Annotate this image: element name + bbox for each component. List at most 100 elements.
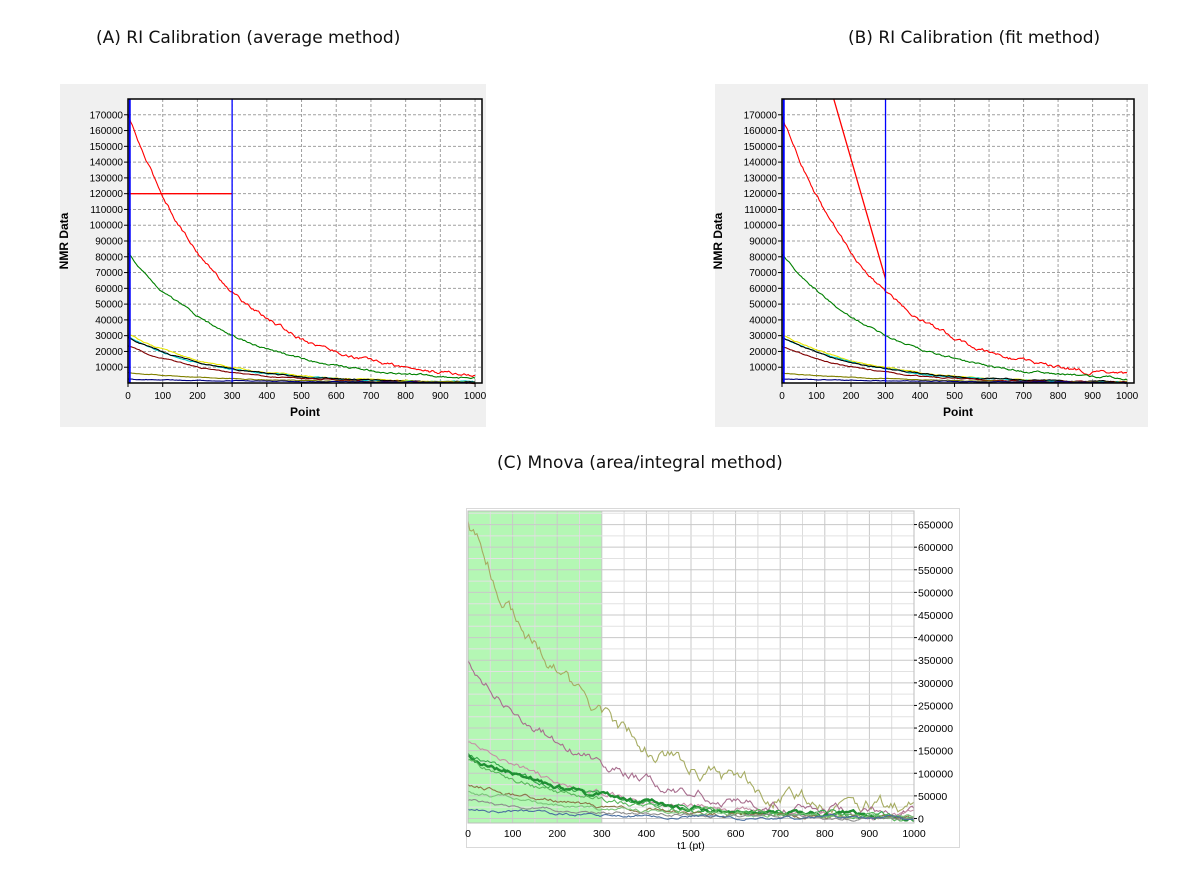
- y-tick-label: 300000: [918, 678, 953, 690]
- y-tick-label: 110000: [744, 205, 777, 216]
- y-tick-label: 120000: [744, 189, 778, 200]
- x-tick-label: 200: [548, 828, 566, 840]
- x-tick-label: 900: [432, 391, 449, 402]
- series-line-olive: [467, 520, 915, 815]
- y-tick-label: 650000: [918, 520, 953, 532]
- x-tick-label: 700: [1015, 391, 1032, 402]
- x-tick-label: 600: [981, 391, 998, 402]
- x-axis-label: Point: [290, 405, 320, 419]
- y-tick-label: 150000: [918, 746, 953, 758]
- y-tick-label: 400000: [918, 633, 953, 645]
- x-tick-label: 700: [363, 391, 380, 402]
- y-tick-label: 40000: [749, 315, 777, 326]
- x-tick-label: 0: [779, 391, 785, 402]
- x-tick-label: 700: [771, 828, 789, 840]
- y-tick-label: 150000: [90, 142, 124, 153]
- x-tick-label: 1000: [1116, 391, 1139, 402]
- y-tick-label: 20000: [95, 347, 123, 358]
- panel-b-title: (B) RI Calibration (fit method): [848, 28, 1101, 48]
- series-line-gray: [467, 798, 915, 822]
- x-tick-label: 500: [682, 828, 700, 840]
- x-tick-label: 300: [593, 828, 611, 840]
- x-tick-label: 500: [946, 391, 963, 402]
- series-line-red: [127, 114, 476, 378]
- x-tick-label: 200: [843, 391, 860, 402]
- y-tick-label: 10000: [749, 363, 777, 374]
- series-line-darkred: [127, 345, 476, 385]
- x-axis-label: Point: [943, 405, 973, 419]
- x-tick-label: 800: [397, 391, 414, 402]
- x-tick-label: 300: [224, 391, 241, 402]
- x-tick-label: 300: [877, 391, 894, 402]
- series-line-green3: [467, 759, 915, 822]
- fit-line: [833, 98, 887, 280]
- y-tick-label: 70000: [749, 268, 777, 279]
- y-tick-label: 0: [918, 813, 924, 825]
- y-tick-label: 140000: [90, 158, 124, 169]
- x-tick-label: 800: [1050, 391, 1067, 402]
- y-tick-label: 600000: [918, 542, 953, 554]
- y-tick-label: 80000: [749, 252, 777, 263]
- y-tick-label: 250000: [918, 700, 953, 712]
- y-tick-label: 90000: [749, 237, 777, 248]
- y-tick-label: 130000: [744, 173, 778, 184]
- y-tick-label: 550000: [918, 565, 953, 577]
- y-tick-label: 110000: [90, 205, 123, 216]
- y-tick-label: 160000: [90, 126, 124, 137]
- x-tick-label: 400: [912, 391, 929, 402]
- y-tick-label: 60000: [95, 284, 123, 295]
- y-tick-label: 60000: [749, 284, 777, 295]
- y-tick-label: 140000: [744, 158, 778, 169]
- y-tick-label: 200000: [918, 723, 953, 735]
- series-line-green: [781, 253, 1128, 381]
- x-tick-label: 400: [258, 391, 275, 402]
- x-axis-label: t1 (pt): [677, 840, 704, 852]
- y-tick-label: 90000: [95, 237, 123, 248]
- y-tick-label: 10000: [95, 363, 123, 374]
- panel-c-title: (C) Mnova (area/integral method): [497, 453, 783, 473]
- y-tick-label: 170000: [744, 110, 778, 121]
- x-tick-label: 400: [638, 828, 656, 840]
- y-axis-label: NMR Data: [57, 212, 71, 269]
- chart-c: 0 100 200 300 400 500 600 700 800 900 1000 0 50000 10…: [465, 510, 953, 852]
- y-tick-label: 100000: [918, 768, 953, 780]
- y-tick-label: 130000: [90, 173, 124, 184]
- y-tick-label: 170000: [90, 110, 124, 121]
- x-tick-label: 900: [1084, 391, 1101, 402]
- y-tick-label: 450000: [918, 610, 953, 622]
- y-tick-label: 100000: [744, 221, 778, 232]
- plot-border: [467, 510, 915, 824]
- y-tick-label: 350000: [918, 655, 953, 667]
- x-tick-label: 100: [154, 391, 171, 402]
- x-tick-label: 1000: [902, 828, 926, 840]
- x-tick-label: 0: [125, 391, 131, 402]
- series-line-navy: [127, 378, 476, 384]
- series-line-green2: [467, 754, 915, 822]
- y-tick-label: 150000: [744, 142, 778, 153]
- panel-a-title: (A) RI Calibration (average method): [96, 28, 401, 48]
- y-tick-label: 50000: [95, 300, 123, 311]
- x-tick-label: 600: [328, 391, 345, 402]
- series-line-lightgreen: [467, 790, 915, 820]
- y-tick-label: 70000: [95, 268, 123, 279]
- y-tick-label: 30000: [95, 331, 123, 342]
- y-tick-label: 40000: [95, 315, 123, 326]
- series-line-red: [781, 115, 1128, 376]
- chart-b: 0 100 200 300 400 500 600 700 800 900 1000 10000 200…: [711, 98, 1139, 419]
- y-tick-label: 50000: [749, 300, 777, 311]
- series-line-mauve: [467, 660, 915, 820]
- y-tick-label: 160000: [744, 126, 778, 137]
- x-tick-label: 500: [293, 391, 310, 402]
- series-line-green: [127, 252, 476, 380]
- y-axis-label: NMR Data: [711, 212, 725, 269]
- x-tick-label: 900: [861, 828, 879, 840]
- y-tick-label: 100000: [90, 221, 124, 232]
- y-tick-label: 50000: [918, 791, 947, 803]
- x-tick-label: 100: [808, 391, 825, 402]
- series-line-steelblue: [467, 808, 915, 821]
- x-tick-label: 200: [189, 391, 206, 402]
- x-tick-label: 100: [504, 828, 522, 840]
- y-tick-label: 80000: [95, 252, 123, 263]
- chart-a: 0 100 200 300 400 500 600 700 800 900 1000 10000 200…: [57, 98, 487, 419]
